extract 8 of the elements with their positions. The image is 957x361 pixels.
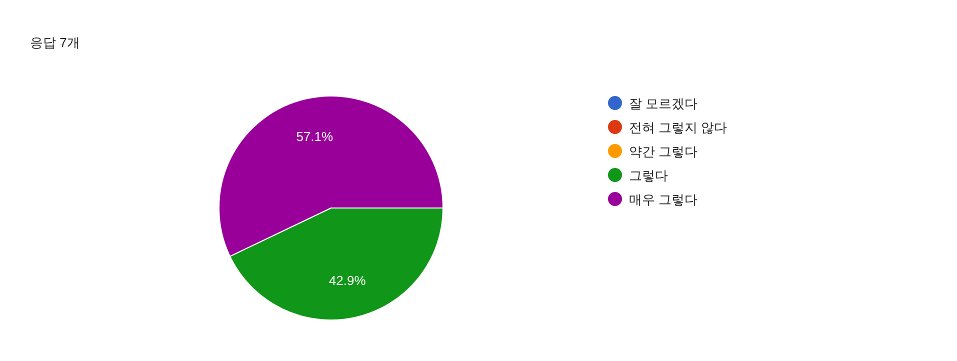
data-label: 57.1%: [296, 128, 334, 144]
text: 응답 7개: [30, 35, 80, 50]
legend-label: 전혀 그렇지 않다: [629, 120, 728, 135]
legend-label: 매우 그렇다: [629, 192, 698, 207]
legend-label: 약간 그렇다: [629, 144, 698, 159]
data-label: 42.9%: [328, 273, 366, 288]
legend-label: 잘 모르겠다: [629, 96, 698, 111]
legend-label: 그렇다: [629, 168, 668, 183]
